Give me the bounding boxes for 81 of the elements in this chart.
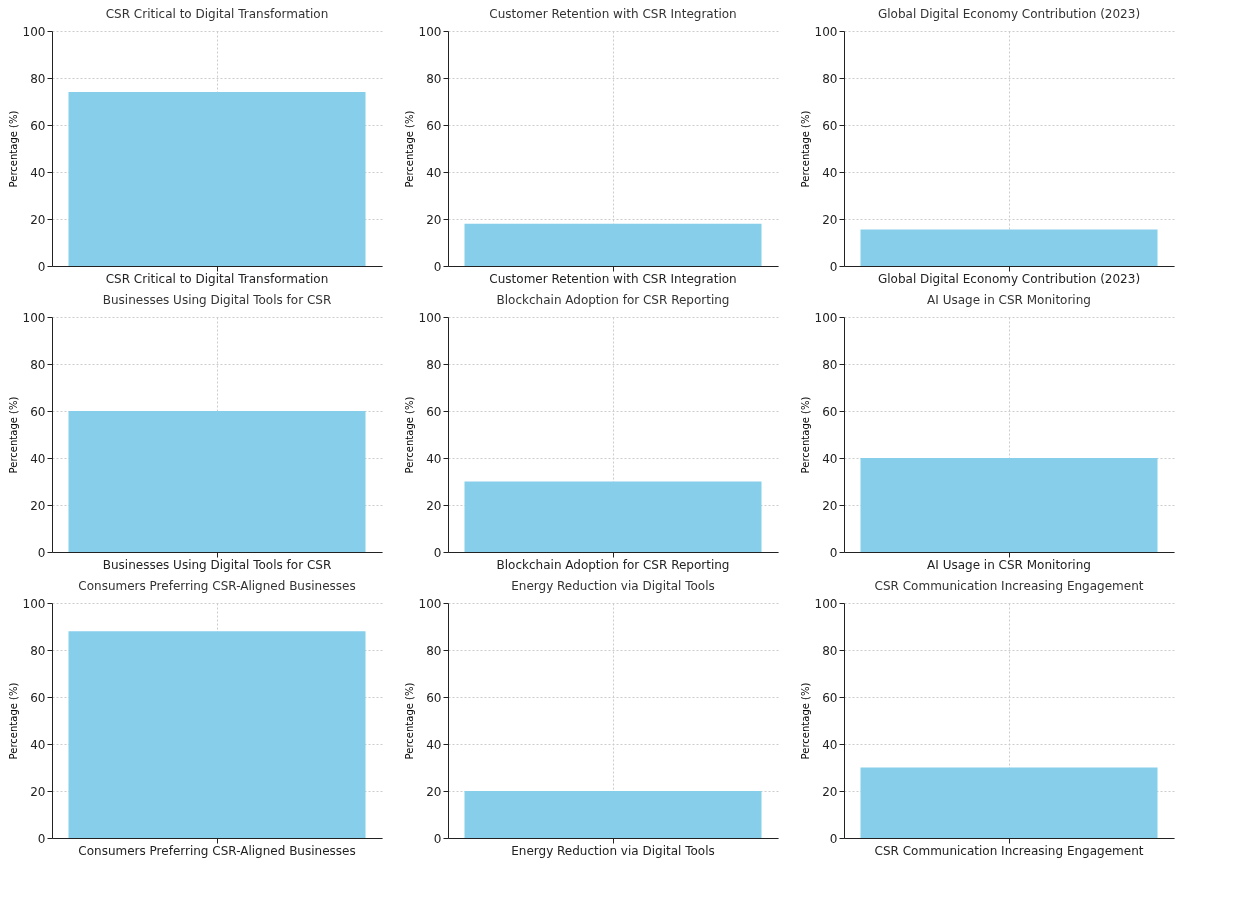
y-tick-label: 80	[30, 643, 46, 658]
y-tick-label: 60	[30, 118, 46, 133]
y-tick-label: 40	[822, 165, 838, 180]
x-tick-label: CSR Communication Increasing Engagement	[874, 843, 1144, 858]
y-tick-label: 80	[426, 357, 442, 372]
y-tick-label: 20	[30, 498, 46, 513]
y-tick-label: 80	[822, 71, 838, 86]
x-tick-label: Global Digital Economy Contribution (2023)	[877, 271, 1141, 286]
y-tick-label: 100	[814, 24, 838, 39]
y-tick-label: 80	[426, 643, 442, 658]
x-tick-label: Energy Reduction via Digital Tools	[511, 843, 715, 858]
y-axis-title: Percentage (%)	[403, 396, 415, 474]
x-tick-label: AI Usage in CSR Monitoring	[927, 557, 1091, 572]
y-tick-label: 60	[822, 690, 838, 705]
y-axis-title: Percentage (%)	[7, 110, 19, 188]
y-tick-label: 20	[426, 784, 442, 799]
y-tick-label: 0	[37, 831, 46, 846]
y-tick-label: 100	[22, 310, 46, 325]
y-tick-label: 40	[822, 451, 838, 466]
y-tick-label: 20	[822, 498, 838, 513]
y-tick-label: 100	[22, 24, 46, 39]
y-tick-label: 60	[426, 404, 442, 419]
y-tick-label: 0	[37, 545, 46, 560]
y-tick-label: 60	[426, 690, 442, 705]
y-tick-label: 0	[829, 259, 838, 274]
y-axis-title: Percentage (%)	[403, 682, 415, 760]
y-tick-label: 0	[433, 831, 442, 846]
chart-title: Consumers Preferring CSR-Aligned Businesses	[78, 579, 356, 593]
y-tick-label: 100	[814, 310, 838, 325]
x-tick-label: Consumers Preferring CSR-Aligned Businesses	[78, 843, 356, 858]
y-tick-label: 0	[433, 545, 442, 560]
y-tick-label: 40	[426, 737, 442, 752]
y-tick-label: 20	[822, 784, 838, 799]
y-tick-label: 40	[822, 737, 838, 752]
chart-title: CSR Critical to Digital Transformation	[105, 7, 329, 21]
y-tick-label: 60	[30, 404, 46, 419]
y-tick-label: 40	[30, 451, 46, 466]
y-tick-label: 40	[30, 165, 46, 180]
y-axis-title: Percentage (%)	[799, 110, 811, 188]
y-tick-label: 100	[418, 24, 442, 39]
x-tick-label: Businesses Using Digital Tools for CSR	[102, 557, 332, 572]
y-axis-title: Percentage (%)	[403, 110, 415, 188]
y-tick-label: 100	[22, 596, 46, 611]
chart-title: Businesses Using Digital Tools for CSR	[102, 293, 332, 307]
y-tick-label: 0	[433, 259, 442, 274]
y-tick-label: 80	[426, 71, 442, 86]
y-axis-title: Percentage (%)	[7, 682, 19, 760]
y-tick-label: 60	[822, 404, 838, 419]
chart-title: Global Digital Economy Contribution (2023)	[877, 7, 1141, 21]
y-tick-label: 80	[30, 357, 46, 372]
y-axis-title: Percentage (%)	[799, 682, 811, 760]
chart-title: Energy Reduction via Digital Tools	[511, 579, 715, 593]
y-axis-title: Percentage (%)	[7, 396, 19, 474]
y-tick-label: 100	[418, 310, 442, 325]
y-tick-label: 40	[426, 451, 442, 466]
x-tick-label: CSR Critical to Digital Transformation	[105, 271, 329, 286]
x-tick-label: Blockchain Adoption for CSR Reporting	[496, 557, 730, 572]
y-tick-label: 0	[37, 259, 46, 274]
y-tick-label: 80	[822, 357, 838, 372]
y-tick-label: 40	[426, 165, 442, 180]
y-tick-label: 20	[426, 212, 442, 227]
y-tick-label: 20	[30, 212, 46, 227]
y-tick-label: 0	[829, 831, 838, 846]
y-tick-label: 20	[426, 498, 442, 513]
chart-title: AI Usage in CSR Monitoring	[927, 293, 1091, 307]
chart-title: Blockchain Adoption for CSR Reporting	[496, 293, 730, 307]
y-tick-label: 80	[30, 71, 46, 86]
y-tick-label: 100	[418, 596, 442, 611]
y-tick-label: 60	[30, 690, 46, 705]
chart-title: CSR Communication Increasing Engagement	[874, 579, 1144, 593]
x-tick-label: Customer Retention with CSR Integration	[489, 271, 737, 286]
y-tick-label: 60	[822, 118, 838, 133]
y-axis-title: Percentage (%)	[799, 396, 811, 474]
y-tick-label: 20	[30, 784, 46, 799]
y-tick-label: 0	[829, 545, 838, 560]
chart-title: Customer Retention with CSR Integration	[489, 7, 737, 21]
y-tick-label: 40	[30, 737, 46, 752]
y-tick-label: 20	[822, 212, 838, 227]
y-tick-label: 100	[814, 596, 838, 611]
y-tick-label: 60	[426, 118, 442, 133]
y-tick-label: 80	[822, 643, 838, 658]
